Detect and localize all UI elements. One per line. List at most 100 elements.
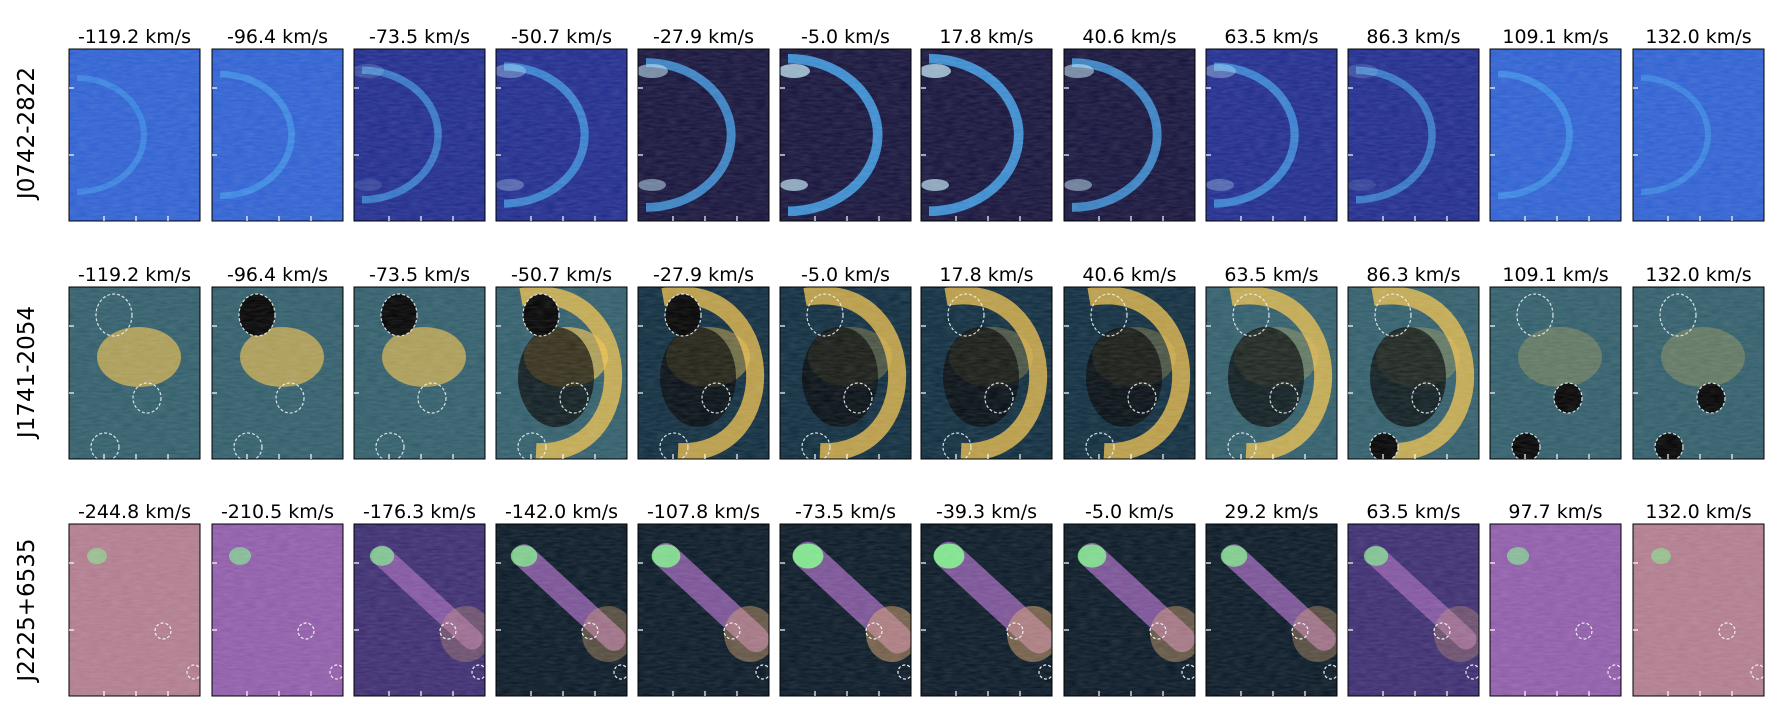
- velocity-label: -5.0 km/s: [801, 264, 890, 286]
- panel-frame: [1632, 48, 1765, 222]
- velocity-label: 86.3 km/s: [1366, 26, 1460, 48]
- panel-frame: [495, 286, 628, 460]
- channel-panel: -39.3 km/s: [920, 501, 1053, 697]
- channel-panel: -96.4 km/s: [211, 26, 344, 222]
- velocity-label: 132.0 km/s: [1645, 501, 1751, 523]
- panel-frame: [495, 48, 628, 222]
- velocity-label: 17.8 km/s: [939, 26, 1033, 48]
- channel-panel: -244.8 km/s: [68, 501, 201, 697]
- channel-panel: 63.5 km/s: [1347, 501, 1480, 697]
- velocity-label: 132.0 km/s: [1645, 264, 1751, 286]
- velocity-label: -5.0 km/s: [1085, 501, 1174, 523]
- channel-panel: 29.2 km/s: [1205, 501, 1338, 697]
- panel-frame: [1489, 523, 1622, 697]
- panel-frame: [68, 286, 201, 460]
- velocity-label: -210.5 km/s: [221, 501, 334, 523]
- channel-panel: -50.7 km/s: [495, 264, 628, 460]
- channel-panel: -119.2 km/s: [68, 26, 201, 222]
- panel-frame: [920, 286, 1053, 460]
- velocity-label: 63.5 km/s: [1224, 264, 1318, 286]
- panel-frame: [779, 523, 912, 697]
- velocity-label: -96.4 km/s: [227, 26, 328, 48]
- channel-panel: 109.1 km/s: [1489, 26, 1622, 222]
- panel-frame: [1489, 286, 1622, 460]
- panel-frame: [779, 48, 912, 222]
- velocity-label: 63.5 km/s: [1224, 26, 1318, 48]
- velocity-label: -50.7 km/s: [511, 264, 612, 286]
- row-label: J2225+6535: [14, 538, 40, 683]
- velocity-label: -119.2 km/s: [78, 26, 191, 48]
- panel-frame: [637, 48, 770, 222]
- channel-panel: -50.7 km/s: [495, 26, 628, 222]
- channel-panel: -96.4 km/s: [211, 264, 344, 460]
- velocity-label: -119.2 km/s: [78, 264, 191, 286]
- channel-panel: 86.3 km/s: [1347, 26, 1480, 222]
- channel-panel: -73.5 km/s: [779, 501, 912, 697]
- panel-frame: [1347, 286, 1480, 460]
- velocity-label: -73.5 km/s: [369, 264, 470, 286]
- panel-frame: [353, 48, 486, 222]
- velocity-label: 40.6 km/s: [1082, 26, 1176, 48]
- channel-panel: 17.8 km/s: [920, 26, 1053, 222]
- panel-frame: [211, 523, 344, 697]
- channel-panel: 132.0 km/s: [1632, 264, 1765, 460]
- channel-panel: -5.0 km/s: [1063, 501, 1196, 697]
- channel-panel: 63.5 km/s: [1205, 26, 1338, 222]
- channel-panel: 63.5 km/s: [1205, 264, 1338, 460]
- channel-panel: -119.2 km/s: [68, 264, 201, 460]
- velocity-label: 132.0 km/s: [1645, 26, 1751, 48]
- channel-panel: -27.9 km/s: [637, 264, 770, 460]
- channel-panel: 132.0 km/s: [1632, 26, 1765, 222]
- panel-frame: [920, 523, 1053, 697]
- velocity-label: -27.9 km/s: [653, 264, 754, 286]
- channel-panel: -73.5 km/s: [353, 264, 486, 460]
- velocity-label: -50.7 km/s: [511, 26, 612, 48]
- row-label: J1741-2054: [14, 306, 40, 440]
- velocity-label: 63.5 km/s: [1366, 501, 1460, 523]
- panel-frame: [68, 48, 201, 222]
- panel-frame: [211, 48, 344, 222]
- panel-frame: [637, 286, 770, 460]
- velocity-label: 40.6 km/s: [1082, 264, 1176, 286]
- panel-frame: [779, 286, 912, 460]
- row-label: J0742-2822: [14, 67, 40, 201]
- panel-frame: [1205, 286, 1338, 460]
- velocity-label: -96.4 km/s: [227, 264, 328, 286]
- velocity-label: -39.3 km/s: [936, 501, 1037, 523]
- channel-panel: -107.8 km/s: [637, 501, 770, 697]
- channel-panel: 132.0 km/s: [1632, 501, 1765, 697]
- panel-frame: [1205, 48, 1338, 222]
- panel-frame: [1063, 48, 1196, 222]
- channel-panel: -5.0 km/s: [779, 26, 912, 222]
- panel-frame: [920, 48, 1053, 222]
- panel-frame: [353, 286, 486, 460]
- panel-frame: [1063, 523, 1196, 697]
- channel-panel: 17.8 km/s: [920, 264, 1053, 460]
- velocity-label: -142.0 km/s: [505, 501, 618, 523]
- row-j0742-2822: J0742-2822 -119.2 km/s -96.4 km/s -73.5 km/…: [14, 26, 1765, 222]
- channel-panel: 109.1 km/s: [1489, 264, 1622, 460]
- channel-panel: -27.9 km/s: [637, 26, 770, 222]
- panel-frame: [211, 286, 344, 460]
- row-j2225+6535: J2225+6535 -244.8 km/s -210.5 km/s -176.3 k…: [14, 501, 1765, 697]
- panel-frame: [1632, 523, 1765, 697]
- channel-panel: -210.5 km/s: [211, 501, 344, 697]
- velocity-label: -27.9 km/s: [653, 26, 754, 48]
- velocity-label: -73.5 km/s: [795, 501, 896, 523]
- channel-panel: -142.0 km/s: [495, 501, 628, 697]
- panel-frame: [1347, 523, 1480, 697]
- channel-panel: -176.3 km/s: [353, 501, 486, 697]
- velocity-label: 97.7 km/s: [1508, 501, 1602, 523]
- panel-frame: [68, 523, 201, 697]
- velocity-label: 109.1 km/s: [1502, 264, 1608, 286]
- velocity-label: -5.0 km/s: [801, 26, 890, 48]
- velocity-label: 29.2 km/s: [1224, 501, 1318, 523]
- panel-frame: [1489, 48, 1622, 222]
- velocity-label: -107.8 km/s: [647, 501, 760, 523]
- channel-panel: 40.6 km/s: [1063, 264, 1196, 460]
- panel-frame: [637, 523, 770, 697]
- panel-frame: [1063, 286, 1196, 460]
- panel-frame: [495, 523, 628, 697]
- velocity-label: -244.8 km/s: [78, 501, 191, 523]
